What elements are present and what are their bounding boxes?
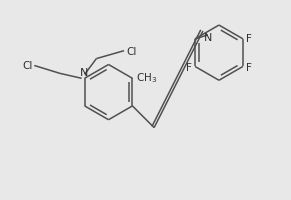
Text: N: N — [79, 68, 88, 78]
Text: N: N — [204, 33, 212, 43]
Text: Cl: Cl — [22, 61, 32, 71]
Text: F: F — [246, 34, 252, 44]
Text: F: F — [246, 63, 252, 73]
Text: Cl: Cl — [126, 46, 136, 56]
Text: CH$_3$: CH$_3$ — [136, 71, 158, 85]
Text: F: F — [186, 63, 192, 73]
